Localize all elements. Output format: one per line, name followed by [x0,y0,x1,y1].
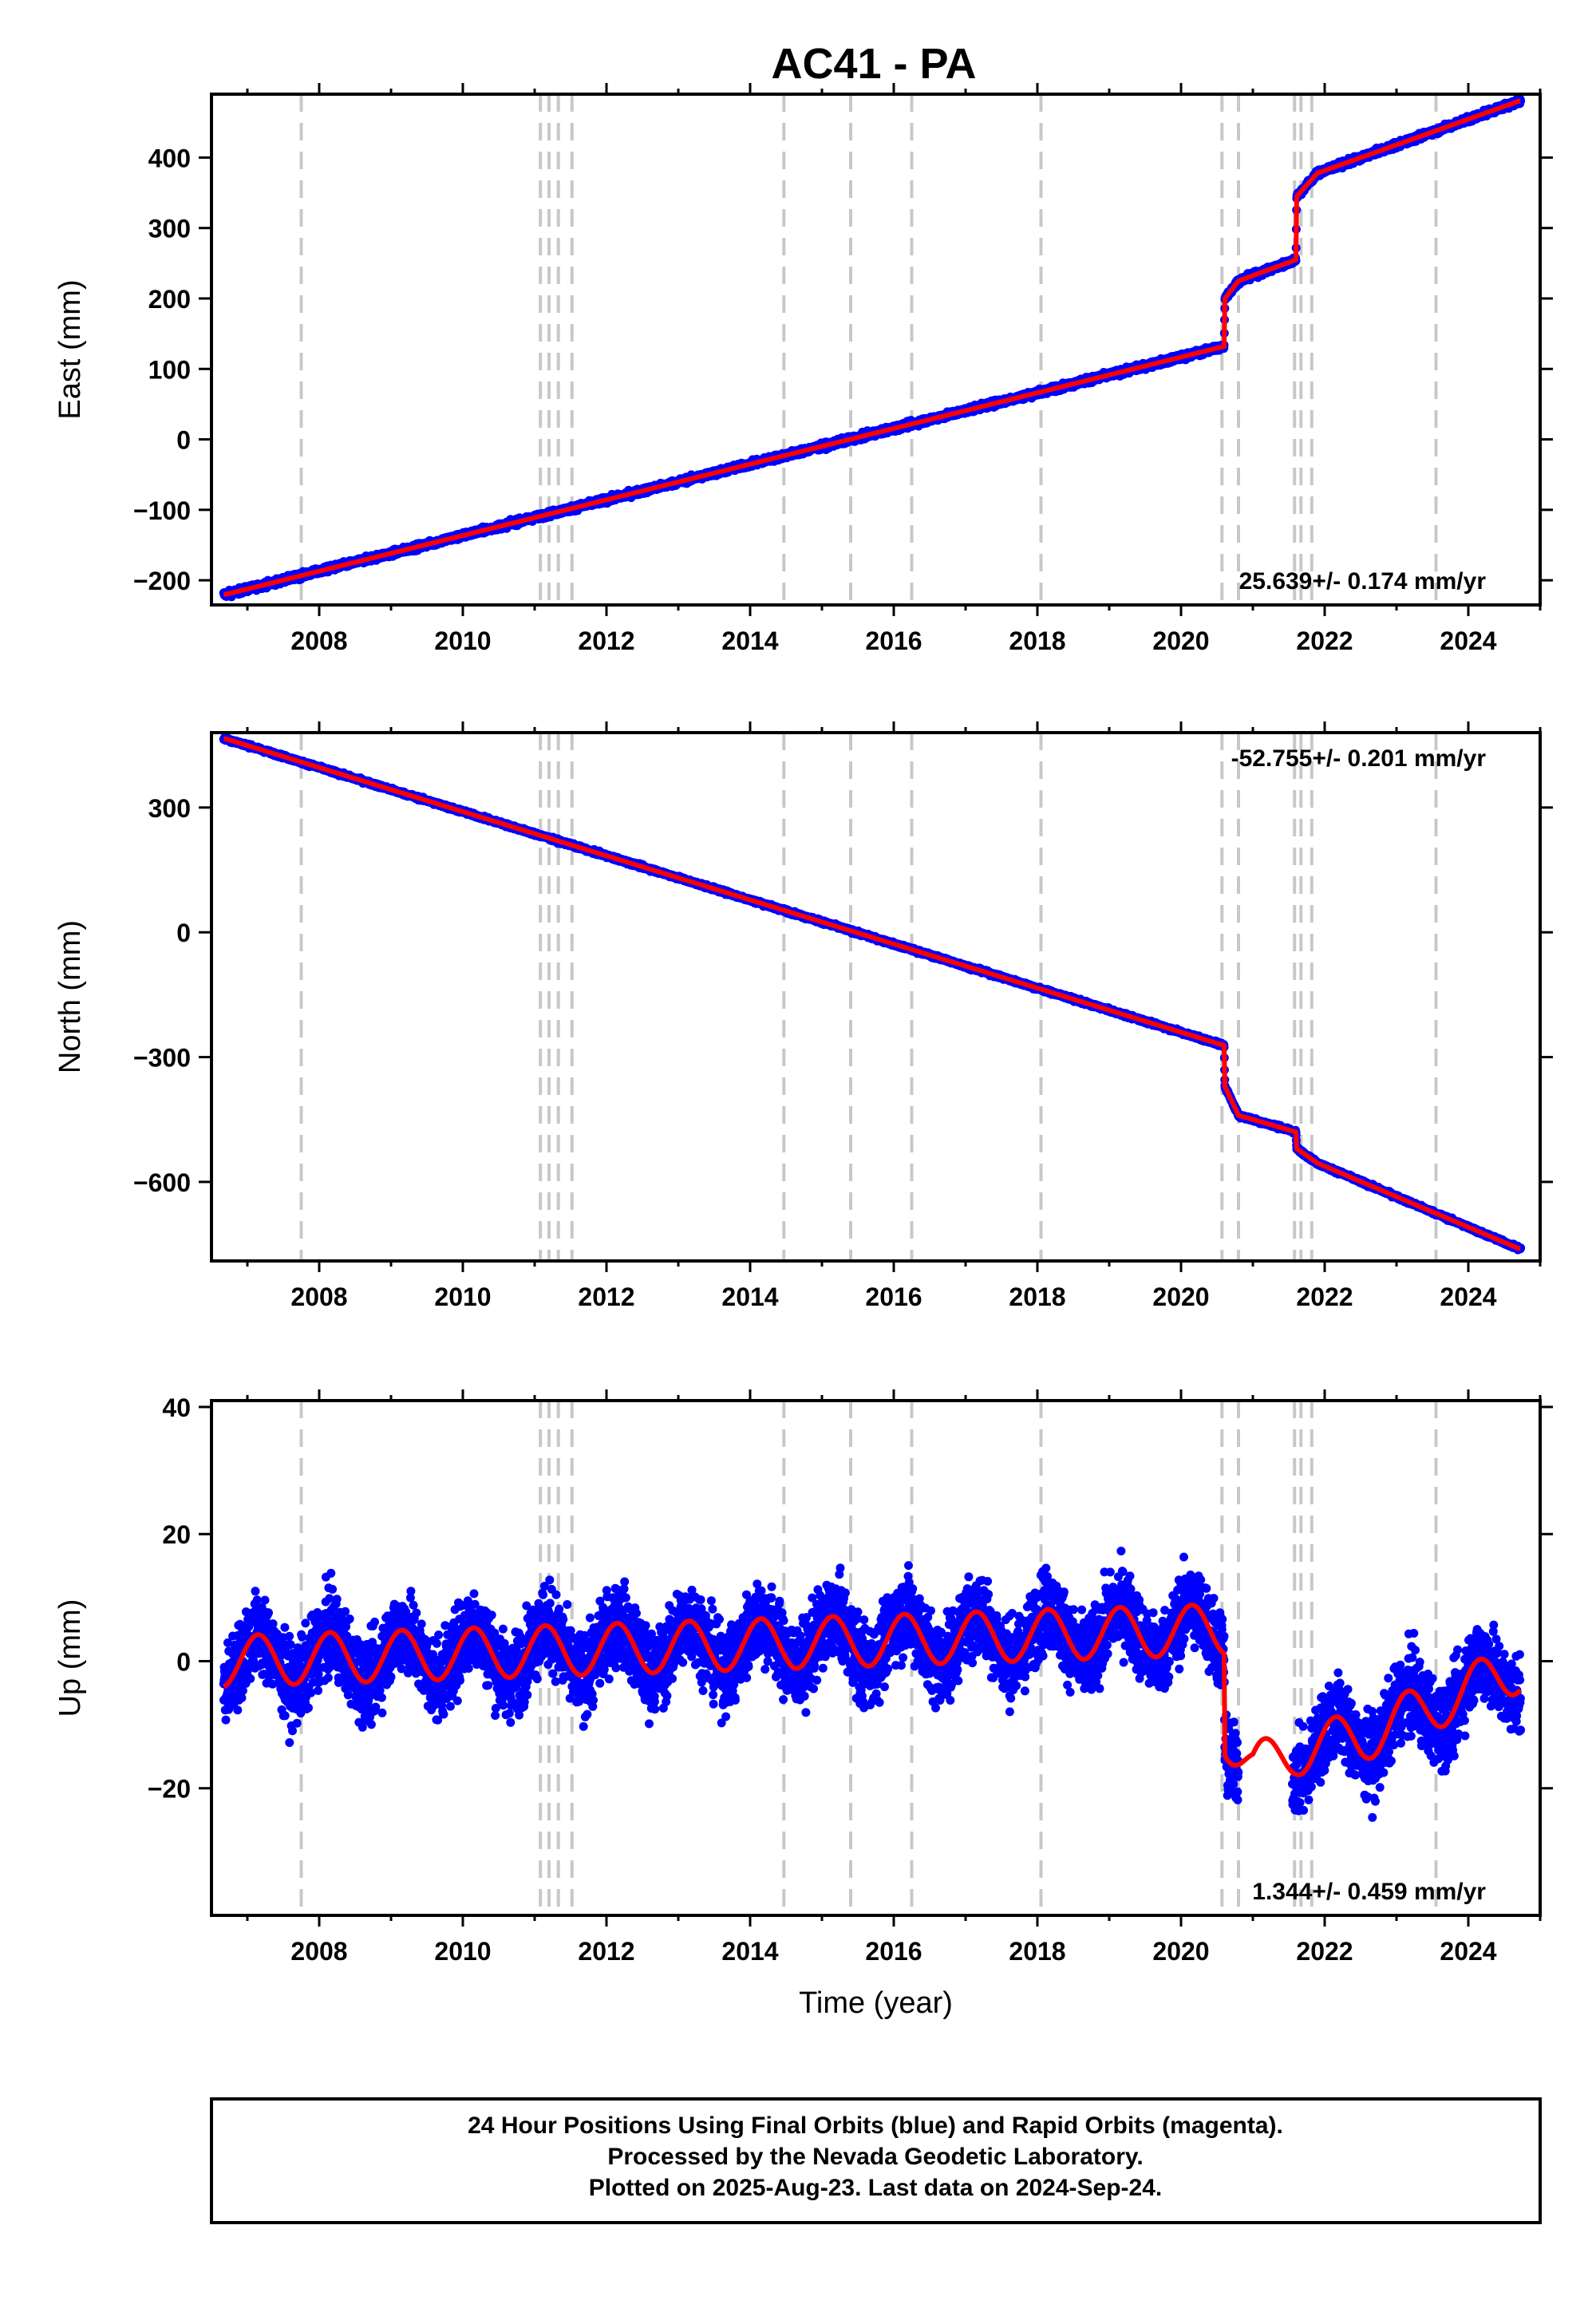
east-panel: 2008 2010 2012 2014 2016 2018 2020 2022 20244003… [53,83,1553,655]
chart-title: AC41 - PA [771,40,976,88]
